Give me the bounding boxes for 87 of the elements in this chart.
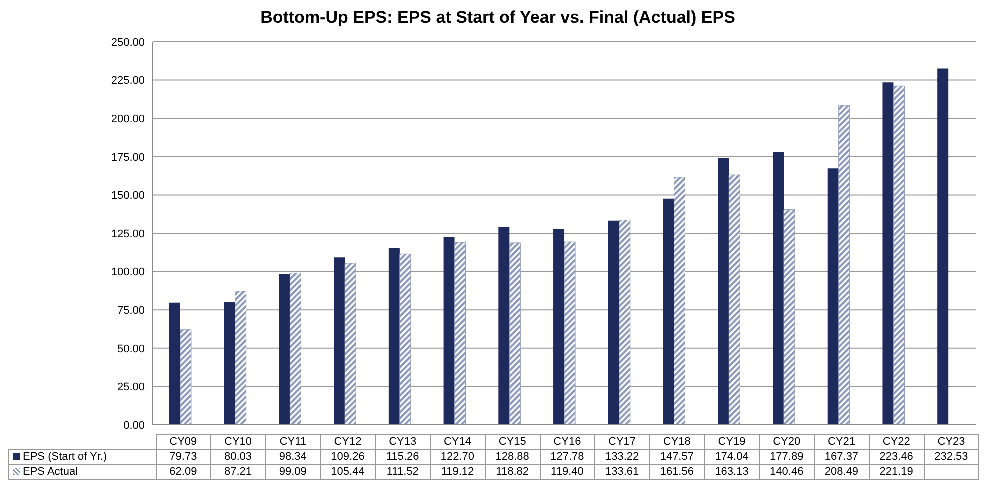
data-label: 118.82 — [485, 464, 540, 480]
data-label: 127.78 — [540, 450, 595, 464]
y-tick-label: 175.00 — [111, 152, 145, 164]
bar — [235, 291, 247, 425]
x-tick-label: CY22 — [869, 434, 924, 450]
data-label: 147.57 — [650, 450, 705, 464]
bar — [509, 242, 521, 425]
x-tick-label: CY19 — [704, 434, 760, 450]
bar — [772, 152, 784, 425]
bar — [619, 220, 631, 425]
x-tick-label: CY23 — [924, 434, 979, 450]
x-tick-label: CY20 — [759, 434, 814, 450]
data-label: 98.34 — [266, 450, 321, 464]
data-label: 122.70 — [430, 450, 486, 464]
bar — [400, 254, 412, 425]
bar — [882, 82, 894, 425]
data-label: 167.37 — [814, 450, 870, 464]
bar — [728, 174, 740, 425]
data-label: 62.09 — [156, 464, 211, 480]
data-label: 177.89 — [759, 450, 814, 464]
data-label: 119.12 — [430, 464, 486, 480]
bar — [454, 242, 466, 425]
bar — [444, 237, 455, 425]
bar — [663, 198, 674, 425]
bar — [718, 158, 730, 425]
bar — [674, 177, 686, 425]
y-tick-label: 200.00 — [111, 114, 145, 126]
data-label: 221.19 — [869, 464, 924, 480]
data-label: 232.53 — [924, 450, 979, 464]
bar — [388, 248, 400, 425]
legend-label: EPS (Start of Yr.) — [8, 450, 156, 464]
data-label: 133.22 — [594, 450, 650, 464]
bar — [608, 220, 620, 425]
bar — [838, 105, 850, 425]
chart-title: Bottom-Up EPS: EPS at Start of Year vs. Final (Actual) EPS — [260, 8, 736, 28]
bar — [169, 302, 180, 425]
bar — [938, 68, 949, 425]
bar — [784, 210, 796, 425]
y-tick-label: 100.00 — [111, 266, 145, 279]
data-label: 111.52 — [375, 464, 430, 480]
data-label: 109.26 — [320, 450, 376, 464]
bar — [554, 229, 565, 425]
x-tick-label: CY16 — [540, 434, 595, 450]
data-label: 119.40 — [540, 464, 595, 480]
data-label: 133.61 — [594, 464, 650, 480]
data-label: 140.46 — [759, 464, 814, 480]
data-label: 105.44 — [320, 464, 376, 480]
data-label: 87.21 — [210, 464, 266, 480]
x-tick-label: CY12 — [320, 434, 376, 450]
x-tick-label: CY09 — [156, 434, 211, 450]
legend-label: EPS Actual — [8, 464, 156, 480]
data-label: 80.03 — [210, 450, 266, 464]
data-label: 99.09 — [266, 464, 321, 480]
data-label: 115.26 — [375, 450, 430, 464]
data-label: 208.49 — [814, 464, 870, 480]
data-label: 128.88 — [485, 450, 540, 464]
data-label: 79.73 — [156, 450, 211, 464]
bar — [344, 263, 356, 425]
bar — [334, 258, 346, 425]
data-label: 223.46 — [869, 450, 924, 464]
data-label: 161.56 — [650, 464, 705, 480]
bar — [180, 330, 192, 425]
y-tick-label: 75.00 — [117, 305, 145, 318]
y-tick-label: 150.00 — [111, 190, 145, 202]
y-tick-label: 50.00 — [117, 343, 145, 356]
x-tick-label: CY13 — [375, 434, 430, 450]
y-tick-label: 0.00 — [124, 420, 145, 432]
y-tick-label: 225.00 — [111, 75, 145, 88]
bar — [279, 274, 290, 425]
x-tick-label: CY15 — [485, 434, 540, 450]
bar — [828, 168, 839, 425]
y-tick-label: 25.00 — [117, 382, 145, 394]
data-label: 174.04 — [704, 450, 760, 464]
bar — [224, 302, 236, 425]
bar — [893, 86, 905, 425]
x-tick-label: CY18 — [650, 434, 705, 450]
bar — [498, 228, 510, 425]
x-tick-label: CY17 — [594, 434, 650, 450]
y-tick-label: 250.00 — [111, 36, 145, 49]
bar — [564, 242, 576, 425]
x-tick-label: CY11 — [266, 434, 321, 450]
bar — [290, 272, 302, 425]
x-tick-label: CY14 — [430, 434, 486, 450]
y-tick-label: 125.00 — [111, 228, 145, 240]
x-tick-label: CY10 — [210, 434, 266, 450]
data-label: 163.13 — [704, 464, 760, 480]
x-tick-label: CY21 — [814, 434, 870, 450]
